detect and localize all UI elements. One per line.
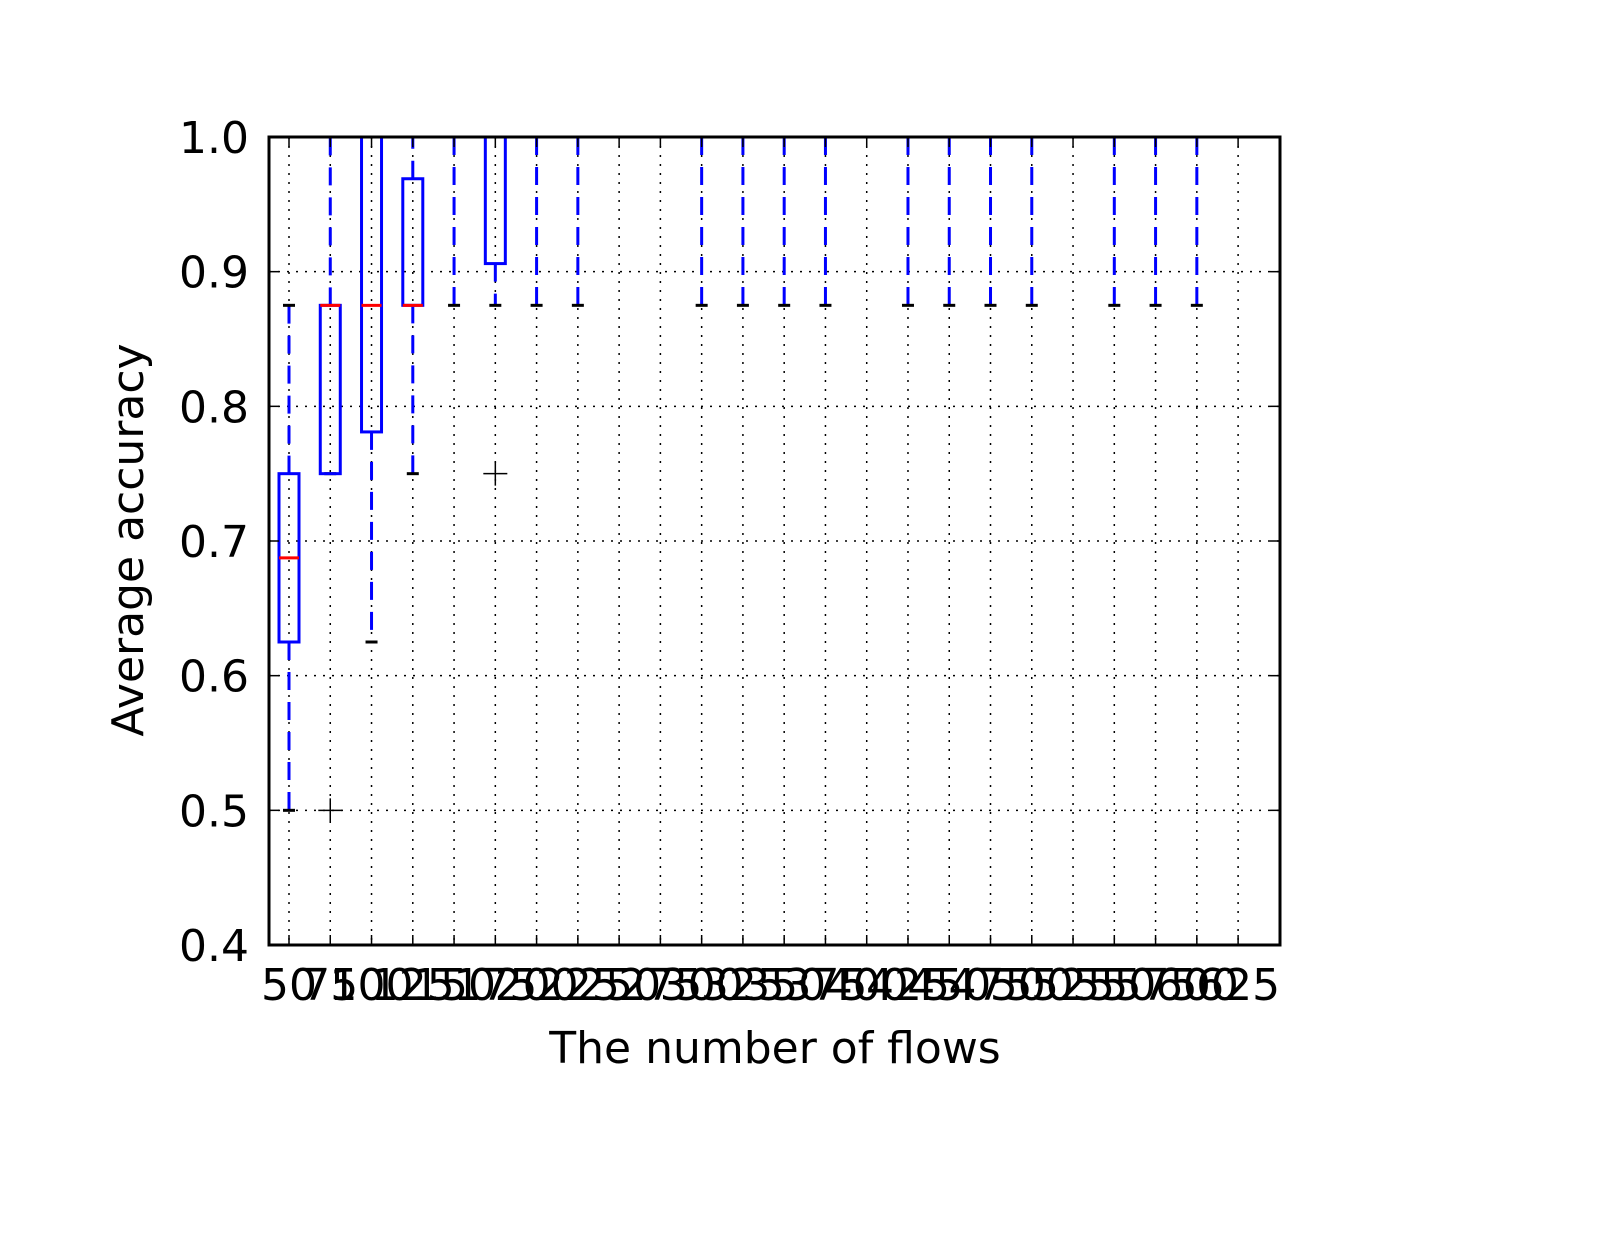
x-tick-label: 125 — [371, 960, 455, 1011]
y-axis-title: Average accuracy — [103, 343, 154, 736]
x-tick-label: 150 — [412, 960, 496, 1011]
x-tick-label: 300 — [660, 960, 744, 1011]
x-tick-label: 100 — [330, 960, 414, 1011]
x-tick-label: 450 — [907, 960, 991, 1011]
x-tick-label: 550 — [1072, 960, 1156, 1011]
x-tick-label: 325 — [701, 960, 785, 1011]
y-tick-label: 0.7 — [179, 517, 249, 568]
x-tick-label: 400 — [825, 960, 909, 1011]
outlier-marker — [483, 461, 508, 486]
x-tick-label: 425 — [866, 960, 950, 1011]
x-tick-label: 525 — [1031, 960, 1115, 1011]
x-tick-label: 575 — [1114, 960, 1198, 1011]
y-tick-label: 1.0 — [179, 113, 249, 164]
y-tick-label: 0.4 — [179, 921, 249, 972]
x-tick-label: 250 — [577, 960, 661, 1011]
y-tick-label: 0.6 — [179, 652, 249, 703]
x-tick-label: 75 — [302, 960, 358, 1011]
x-tick-label: 225 — [536, 960, 620, 1011]
x-tick-label: 50 — [261, 960, 317, 1011]
outlier-marker — [318, 798, 343, 823]
y-tick-label: 0.8 — [179, 382, 249, 433]
x-tick-label: 200 — [495, 960, 579, 1011]
x-tick-label: 475 — [949, 960, 1033, 1011]
grid-lines — [269, 137, 1280, 945]
x-axis-title: The number of flows — [548, 1023, 1000, 1074]
x-tick-label: 600 — [1155, 960, 1239, 1011]
x-tick-label: 350 — [742, 960, 826, 1011]
y-tick-label: 0.5 — [179, 786, 249, 837]
x-tick-label: 625 — [1196, 960, 1280, 1011]
axis-ticks: 0.4 0.5 0.6 0.7 0.8 0.9 1.0 5075100125150175200… — [179, 113, 1280, 1011]
x-tick-label: 500 — [990, 960, 1074, 1011]
x-tick-label: 275 — [618, 960, 702, 1011]
x-tick-label: 175 — [453, 960, 537, 1011]
x-tick-label: 375 — [783, 960, 867, 1011]
y-tick-label: 0.9 — [179, 248, 249, 299]
box-50 — [277, 303, 301, 812]
